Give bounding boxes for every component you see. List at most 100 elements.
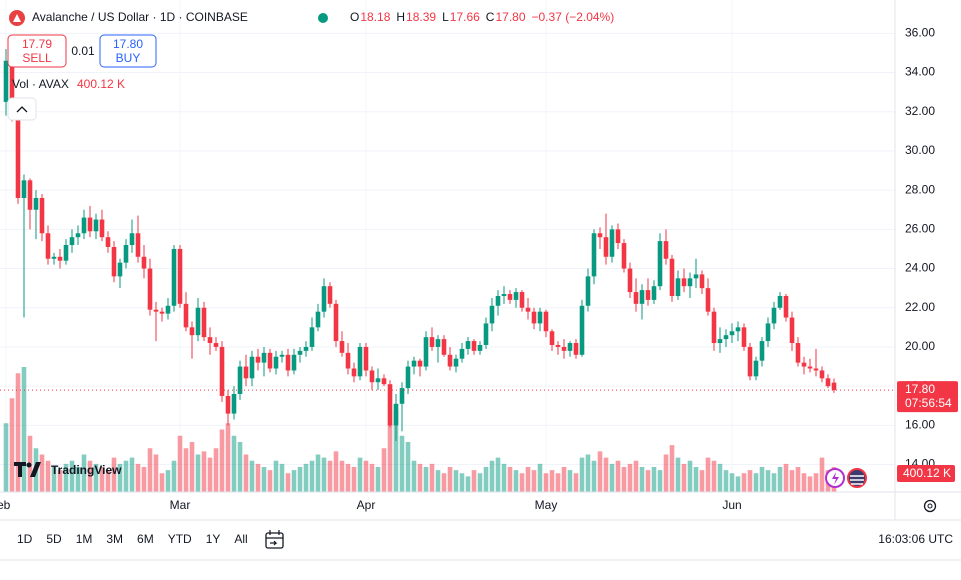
volume-bar <box>255 463 261 492</box>
country-icon-stripes <box>850 475 864 485</box>
volume-bar <box>627 463 633 492</box>
ohlc-value: 17.66 <box>450 10 480 24</box>
buy-button[interactable] <box>99 34 157 68</box>
candle-body <box>333 303 339 342</box>
range-button[interactable]: 6M <box>137 532 154 546</box>
candle-body <box>249 356 255 379</box>
range-button[interactable]: 1D <box>17 532 33 546</box>
volume-bar <box>423 467 429 492</box>
volume-bar <box>597 451 603 492</box>
volume-bar <box>801 473 807 492</box>
volume-bar <box>291 470 297 492</box>
volume-bar <box>765 470 771 492</box>
candle-body <box>33 197 39 210</box>
candle-body <box>633 292 639 304</box>
x-tick-label: May <box>535 498 558 512</box>
ohlc-key: C <box>486 10 495 24</box>
candle-body <box>657 241 663 287</box>
brand-icon <box>14 462 41 477</box>
candle-body <box>435 339 441 347</box>
volume-bar <box>663 454 669 492</box>
candle-body <box>771 307 777 324</box>
volume-bar <box>555 473 561 492</box>
volume-tag-label: 400.12 K <box>903 466 951 480</box>
sell-button[interactable] <box>7 34 67 68</box>
candle-body <box>423 337 429 367</box>
candle-body <box>339 341 345 353</box>
volume-bar <box>3 423 9 492</box>
volume-bar <box>303 463 309 492</box>
candle-body <box>621 243 627 269</box>
calendar-icon[interactable] <box>265 532 284 549</box>
volume-bar <box>279 463 285 492</box>
collapse-button[interactable] <box>7 97 37 121</box>
candle-body <box>603 237 609 257</box>
range-button[interactable]: 5D <box>46 532 62 546</box>
range-button[interactable]: YTD <box>168 532 192 546</box>
candle-body <box>381 378 387 385</box>
range-button[interactable]: 1Y <box>206 532 221 546</box>
clock[interactable]: 16:03:06 UTC <box>878 532 953 546</box>
volume-bar <box>81 454 87 492</box>
volume-bar <box>573 473 579 492</box>
candle-body <box>807 366 813 369</box>
candle-body <box>105 237 111 247</box>
candle-body <box>243 366 249 379</box>
candle-body <box>489 305 495 324</box>
candle-body <box>825 378 831 387</box>
date-range-icon[interactable] <box>265 530 284 549</box>
volume-bar <box>195 454 201 492</box>
volume-bar <box>657 470 663 492</box>
candle-body <box>717 339 723 344</box>
candles <box>3 49 837 442</box>
volume-bar <box>297 467 303 492</box>
candle-body <box>681 278 687 287</box>
volume-bar <box>807 476 813 492</box>
country-icon[interactable] <box>847 468 867 488</box>
sell-label: SELL <box>22 51 52 65</box>
range-button[interactable]: All <box>234 532 247 546</box>
volume-bar <box>681 463 687 492</box>
volume-bar <box>225 423 231 492</box>
volume-bar <box>321 457 327 492</box>
volume-bar <box>411 460 417 492</box>
candle-body <box>183 303 189 328</box>
volume-bar <box>9 398 15 492</box>
symbol-title[interactable]: Avalanche / US Dollar · 1D · COINBASE <box>32 10 248 24</box>
candle-body <box>351 368 357 377</box>
volume-bar <box>483 467 489 492</box>
candle-body <box>99 219 105 238</box>
volume-bar <box>405 442 411 492</box>
volume-bar <box>261 467 267 492</box>
volume-bar <box>105 470 111 492</box>
volume-bar <box>219 429 225 492</box>
x-tick-label: Mar <box>170 498 191 512</box>
candle-body <box>45 233 51 259</box>
range-button[interactable]: 3M <box>106 532 123 546</box>
volume-bar <box>177 435 183 492</box>
candle-body <box>207 337 213 344</box>
candle-body <box>609 229 615 257</box>
candle-body <box>147 268 153 310</box>
volume-bar <box>687 460 693 492</box>
candle-body <box>279 354 285 357</box>
volume-bar <box>315 454 321 492</box>
range-button[interactable]: 1M <box>76 532 93 546</box>
volume-bar <box>435 470 441 492</box>
x-tick-label: Feb <box>0 498 11 512</box>
volume-bar <box>237 442 243 492</box>
volume-bar <box>357 457 363 492</box>
candle-body <box>585 276 591 306</box>
last-price-label: 17.80 <box>905 382 935 396</box>
candle-body <box>375 378 381 383</box>
candle-body <box>813 368 819 371</box>
volume-bar <box>393 410 399 492</box>
volume-bar <box>819 457 825 492</box>
market-status[interactable] <box>318 13 328 23</box>
candle-body <box>783 295 789 318</box>
candle-body <box>87 217 93 232</box>
y-tick-label: 32.00 <box>905 104 935 118</box>
candle-body <box>663 241 669 259</box>
candle-body <box>129 233 135 246</box>
settings-icon[interactable] <box>923 499 937 513</box>
